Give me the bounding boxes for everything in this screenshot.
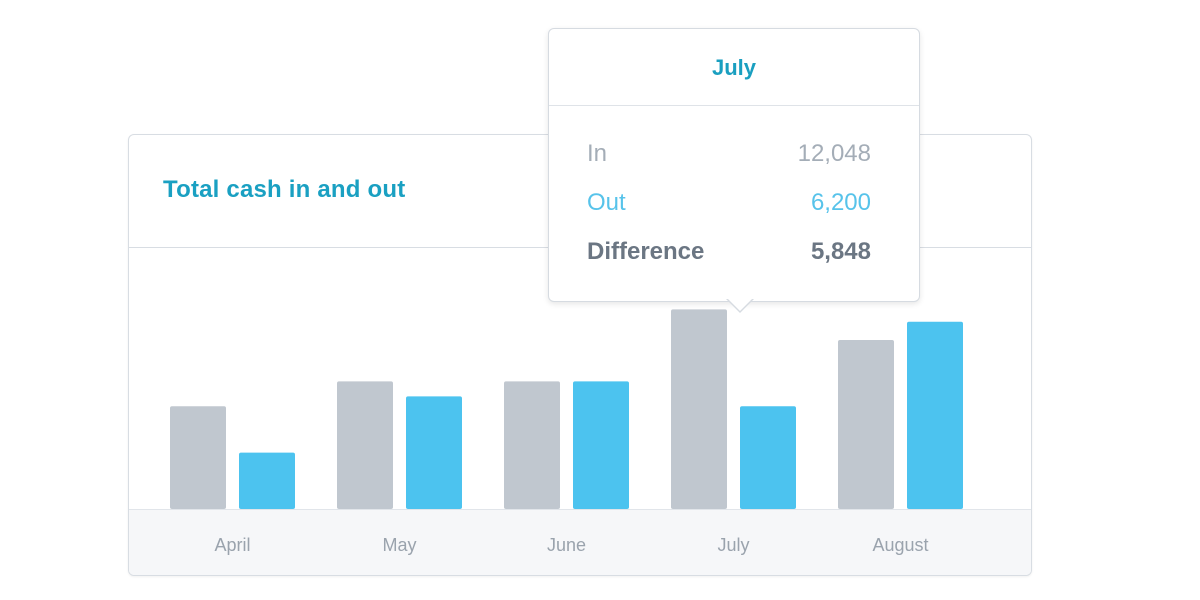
x-tick-label-july: July (717, 535, 749, 555)
bar-in-july[interactable] (671, 309, 727, 509)
tooltip-title: July (711, 55, 757, 80)
tooltip-out-value: 6,200 (810, 189, 871, 216)
tooltip-header: July (549, 29, 919, 106)
bar-out-april[interactable] (239, 452, 295, 509)
bar-out-june[interactable] (573, 381, 629, 509)
bar-in-june[interactable] (504, 381, 560, 509)
bar-in-may[interactable] (337, 381, 393, 509)
tooltip-row-in: In 12,048 (587, 140, 871, 170)
tooltip-out-label: Out (587, 189, 626, 216)
tooltip-in-label: In (587, 140, 608, 167)
tooltip-row-out: Out 6,200 (587, 189, 871, 219)
tooltip-difference-label: Difference (587, 238, 705, 265)
x-tick-label-august: August (872, 535, 928, 555)
bar-out-may[interactable] (406, 396, 462, 509)
x-tick-label-april: April (214, 535, 250, 555)
tooltip-caret-fill (727, 298, 753, 311)
tooltip-difference-value: 5,848 (810, 238, 871, 265)
bar-out-july[interactable] (740, 406, 796, 509)
x-tick-label-may: May (382, 535, 416, 555)
bar-in-april[interactable] (170, 406, 226, 509)
july-tooltip: July In 12,048 Out 6,200 Difference 5,84… (548, 28, 920, 302)
bar-in-august[interactable] (838, 339, 894, 509)
x-axis-strip (129, 509, 1031, 575)
tooltip-row-difference: Difference 5,848 (587, 238, 871, 268)
tooltip-in-value: 12,048 (797, 140, 871, 167)
x-tick-label-june: June (547, 535, 586, 555)
bar-chart: April May June July August (170, 309, 963, 555)
bar-out-august[interactable] (907, 321, 963, 509)
card-title: Total cash in and out (163, 176, 406, 203)
